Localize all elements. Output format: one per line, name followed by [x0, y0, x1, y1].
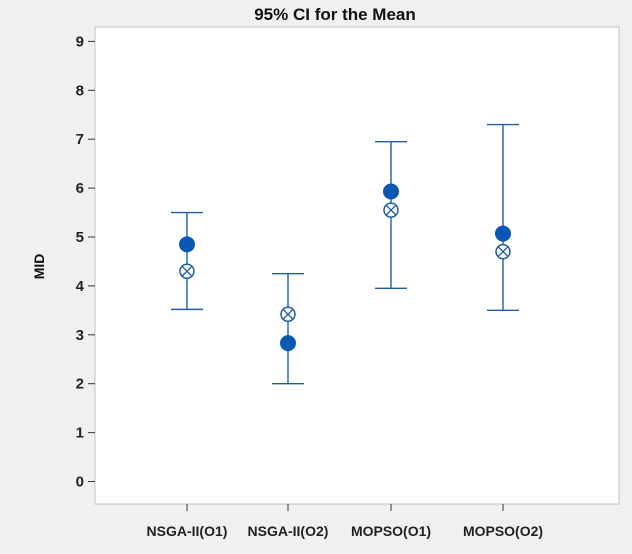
y-tick-label: 9	[76, 33, 84, 50]
y-tick-label: 6	[76, 180, 84, 197]
y-tick-label: 3	[76, 327, 84, 344]
crossed-circle-line	[385, 204, 397, 216]
y-tick-label: 1	[76, 425, 84, 442]
ci-interval	[272, 272, 304, 385]
y-tick-label: 0	[76, 474, 84, 491]
y-axis: 0 1 2 3 4 5 6 7 8 9	[76, 33, 95, 491]
chart-title: 95% CI for the Mean	[254, 5, 416, 24]
crossed-circle-marker	[280, 306, 296, 323]
crossed-circle-marker	[383, 202, 399, 218]
y-tick-label: 4	[76, 278, 85, 295]
x-axis: NSGA-II(O1) NSGA-II(O2) MOPSO(O1) MOPSO(O2)	[147, 504, 543, 539]
crossed-circle-marker	[495, 243, 511, 260]
filled-circle-marker	[179, 236, 195, 253]
mean-markers	[179, 183, 511, 352]
y-tick-label: 8	[76, 82, 84, 99]
x-tick-label: MOPSO(O1)	[351, 523, 431, 539]
ci-interval	[487, 123, 519, 312]
x-tick-label: MOPSO(O2)	[463, 523, 543, 539]
x-tick-label: NSGA-II(O2)	[248, 523, 329, 539]
crossed-circle-line	[282, 308, 294, 320]
crossed-circle-marker	[179, 263, 195, 279]
crossed-circle-line	[497, 246, 509, 258]
filled-circle-marker	[280, 335, 296, 352]
x-tick-label: NSGA-II(O1)	[147, 523, 228, 539]
interval-bars	[171, 123, 519, 385]
plot-area	[94, 26, 620, 505]
crossed-circle-line	[181, 265, 193, 277]
filled-circle-marker	[495, 225, 511, 242]
ci-interval	[171, 211, 203, 311]
y-tick-label: 5	[76, 229, 84, 246]
filled-circle-marker	[383, 183, 399, 200]
y-axis-label: MID	[31, 254, 47, 280]
y-tick-label: 7	[76, 131, 84, 148]
y-tick-label: 2	[76, 376, 84, 393]
